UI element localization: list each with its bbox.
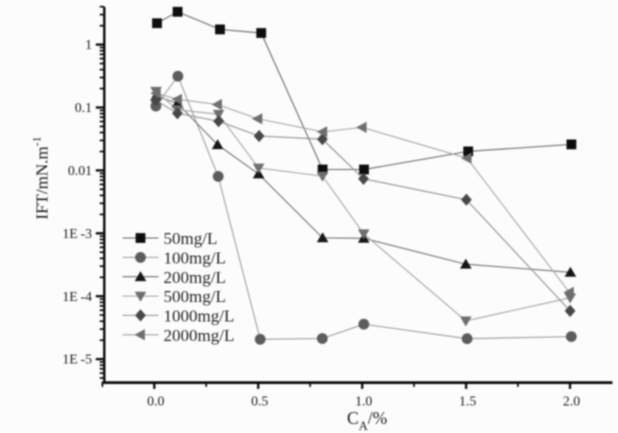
svg-text:1: 1 xyxy=(85,37,92,52)
svg-text:0.0: 0.0 xyxy=(147,394,164,409)
svg-text:500mg/L: 500mg/L xyxy=(164,287,226,306)
svg-text:1E -4: 1E -4 xyxy=(62,289,92,304)
svg-text:1.5: 1.5 xyxy=(459,394,476,409)
svg-text:1E -3: 1E -3 xyxy=(62,226,92,241)
svg-text:0.01: 0.01 xyxy=(68,163,92,178)
svg-text:2.0: 2.0 xyxy=(563,394,580,409)
svg-text:0.5: 0.5 xyxy=(251,394,268,409)
svg-text:1.0: 1.0 xyxy=(355,394,372,409)
svg-text:200mg/L: 200mg/L xyxy=(164,268,226,287)
svg-text:0.1: 0.1 xyxy=(75,100,92,115)
svg-text:IFT/mN.m-1: IFT/mN.m-1 xyxy=(30,136,52,219)
svg-text:1E -5: 1E -5 xyxy=(62,352,92,367)
svg-text:50mg/L: 50mg/L xyxy=(164,229,218,248)
svg-text:1000mg/L: 1000mg/L xyxy=(164,307,235,326)
svg-text:2000mg/L: 2000mg/L xyxy=(164,326,235,345)
svg-text:100mg/L: 100mg/L xyxy=(164,249,226,268)
